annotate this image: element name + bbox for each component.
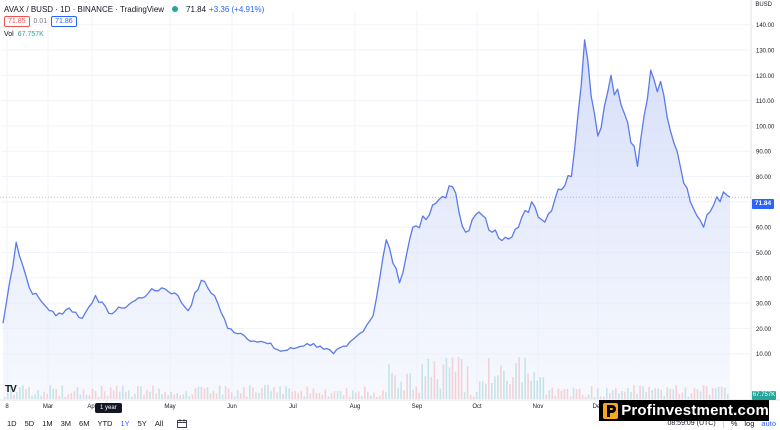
watermark-banner: Profinvestment.com	[599, 400, 769, 421]
x-tick-label: Dec	[593, 404, 604, 410]
profinvestment-logo-icon	[603, 402, 619, 419]
y-tick-label: 140.00	[756, 23, 775, 29]
range-all[interactable]: All	[154, 418, 164, 428]
range-5d[interactable]: 5D	[24, 418, 35, 428]
range-1m[interactable]: 1M	[42, 418, 53, 428]
range-5y[interactable]: 5Y	[137, 418, 147, 428]
spread-value: 0.01	[33, 18, 48, 25]
price-change: +3.36 (+4.91%)	[209, 4, 265, 14]
log-toggle[interactable]: log	[744, 418, 755, 428]
x-tick-label: Jun	[227, 404, 237, 410]
x-tick-label: Mar	[43, 404, 53, 410]
y-tick-label: 110.00	[756, 99, 775, 105]
x-tick-label: Jul	[289, 404, 297, 410]
x-tick-label: Oct	[472, 404, 482, 410]
volume-legend[interactable]: Vol 67.757K	[4, 31, 44, 38]
y-tick-label: 120.00	[756, 74, 775, 80]
volume-badge: 67.757K	[752, 391, 776, 400]
volume-value: 67.757K	[17, 31, 44, 38]
range-6m[interactable]: 6M	[79, 418, 90, 428]
last-price: 71.84	[186, 4, 207, 14]
x-tick-label: May	[164, 404, 175, 410]
symbol-title[interactable]: AVAX / BUSD · 1D · BINANCE · TradingView	[4, 4, 165, 14]
range-1d[interactable]: 1D	[7, 418, 17, 428]
y-tick-label: 130.00	[756, 49, 775, 55]
y-tick-label: 100.00	[756, 124, 775, 130]
divider	[722, 418, 724, 428]
price-area-fill	[3, 39, 730, 401]
y-tick-label: 80.00	[756, 175, 772, 181]
y-tick-label: 30.00	[756, 302, 772, 308]
volume-label: Vol	[4, 31, 14, 38]
calendar-icon[interactable]	[177, 418, 188, 428]
y-tick-label: 90.00	[756, 150, 772, 156]
buy-button[interactable]: 71.86	[51, 16, 77, 27]
price-line	[2, 39, 731, 355]
y-tick-label: 60.00	[756, 226, 772, 232]
range-1y[interactable]: 1Y	[120, 418, 130, 428]
y-tick-label: 10.00	[756, 352, 772, 358]
x-tick-label: Apr	[87, 404, 96, 410]
x-tick-label: 8	[5, 404, 9, 410]
chart-legend: AVAX / BUSD · 1D · BINANCE · TradingView…	[4, 3, 264, 15]
y-tick-label: 40.00	[756, 276, 772, 282]
auto-toggle[interactable]: auto	[761, 418, 776, 428]
watermark-text: Profinvestment.com	[621, 402, 769, 419]
tradingview-logo[interactable]: TV	[5, 384, 17, 395]
percent-toggle[interactable]: %	[730, 418, 738, 428]
chart-controls: 08:59:09 (UTC) % log auto	[667, 416, 776, 430]
sell-button[interactable]: 71.85	[4, 16, 30, 27]
clock[interactable]: 08:59:09 (UTC)	[667, 419, 716, 427]
range-tooltip: 1 year	[95, 403, 122, 413]
y-tick-label: 50.00	[756, 251, 772, 257]
x-tick-label: Aug	[350, 404, 361, 410]
range-3m[interactable]: 3M	[60, 418, 72, 428]
x-tick-label: Nov	[533, 404, 544, 410]
bottom-toolbar: 1D 5D 1M 3M 6M YTD 1Y 5Y All 08:59:09 (U…	[0, 416, 780, 430]
y-tick-label: 20.00	[756, 327, 772, 333]
range-ytd[interactable]: YTD	[97, 418, 113, 428]
last-price-badge: 71.84	[752, 199, 774, 209]
currency-label[interactable]: BUSD	[755, 2, 772, 8]
x-tick-label: Sep	[412, 404, 423, 410]
market-status-icon	[172, 6, 179, 12]
buy-sell-boxes: 71.85 0.01 71.86	[4, 16, 77, 27]
